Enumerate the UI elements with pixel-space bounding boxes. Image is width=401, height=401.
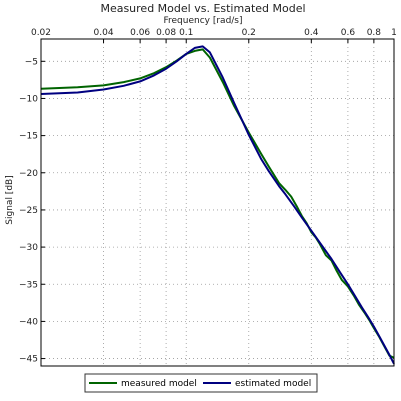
x-tick-label: 0.4 xyxy=(304,28,319,38)
y-tick-label: −45 xyxy=(19,355,38,365)
y-tick-label: −10 xyxy=(19,94,38,104)
x-tick-label: 0.6 xyxy=(341,28,356,38)
y-ticks: −5 −10 −15 −20 −25 −30 −35 −40 −45 xyxy=(19,57,45,365)
legend: measured model estimated model xyxy=(84,373,318,393)
x-tick-label: 0.8 xyxy=(367,28,382,38)
series-group xyxy=(40,45,395,365)
x-tick-label: 0.08 xyxy=(156,28,176,38)
y-tick-label: −20 xyxy=(19,169,38,179)
y-tick-label: −40 xyxy=(19,317,38,327)
y-axis-label: Signal [dB] xyxy=(5,175,15,224)
x-tick-label: 0.06 xyxy=(130,28,150,38)
x-ticks: 0.02 0.04 0.06 0.08 0.1 0.2 0.4 0.6 0.8 1 xyxy=(31,28,397,43)
y-tick-label: −35 xyxy=(19,280,38,290)
y-tick-label: −25 xyxy=(19,206,38,216)
chart-title: Measured Model vs. Estimated Model xyxy=(100,2,305,15)
x-tick-label: 0.02 xyxy=(31,28,51,38)
series-line-estimated xyxy=(40,45,395,365)
x-axis-label: Frequency [rad/s] xyxy=(163,16,242,26)
legend-label-estimated: estimated model xyxy=(235,379,311,389)
x-tick-label: 0.1 xyxy=(179,28,193,38)
plot-frame xyxy=(40,38,395,367)
y-tick-label: −5 xyxy=(25,57,38,67)
legend-label-measured: measured model xyxy=(121,379,197,389)
x-tick-label: 1 xyxy=(391,28,397,38)
y-tick-label: −15 xyxy=(19,132,38,142)
legend-box xyxy=(84,373,318,393)
x-tick-label: 0.04 xyxy=(94,28,114,38)
x-tick-label: 0.2 xyxy=(242,28,256,38)
grid xyxy=(41,39,394,366)
plot-area xyxy=(41,39,394,366)
y-tick-label: −30 xyxy=(19,243,38,253)
